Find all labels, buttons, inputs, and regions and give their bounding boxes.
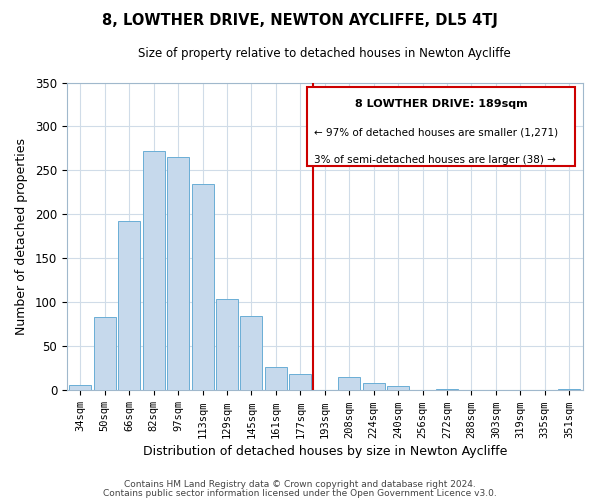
Bar <box>118 220 140 390</box>
Bar <box>362 384 385 390</box>
X-axis label: Distribution of detached houses by size in Newton Aycliffe: Distribution of detached houses by size … <box>143 444 507 458</box>
Text: ← 97% of detached houses are smaller (1,271): ← 97% of detached houses are smaller (1,… <box>314 127 559 137</box>
Y-axis label: Number of detached properties: Number of detached properties <box>15 138 28 335</box>
Bar <box>265 366 287 390</box>
Bar <box>338 377 360 390</box>
Bar <box>70 385 91 390</box>
Text: 3% of semi-detached houses are larger (38) →: 3% of semi-detached houses are larger (3… <box>314 155 556 165</box>
Title: Size of property relative to detached houses in Newton Aycliffe: Size of property relative to detached ho… <box>139 48 511 60</box>
Bar <box>216 299 238 390</box>
Bar <box>241 316 262 390</box>
Text: 8 LOWTHER DRIVE: 189sqm: 8 LOWTHER DRIVE: 189sqm <box>355 100 527 110</box>
FancyBboxPatch shape <box>307 87 575 166</box>
Text: Contains public sector information licensed under the Open Government Licence v3: Contains public sector information licen… <box>103 488 497 498</box>
Text: Contains HM Land Registry data © Crown copyright and database right 2024.: Contains HM Land Registry data © Crown c… <box>124 480 476 489</box>
Bar <box>436 388 458 390</box>
Bar <box>94 318 116 390</box>
Bar <box>143 151 164 390</box>
Text: 8, LOWTHER DRIVE, NEWTON AYCLIFFE, DL5 4TJ: 8, LOWTHER DRIVE, NEWTON AYCLIFFE, DL5 4… <box>102 12 498 28</box>
Bar <box>289 374 311 390</box>
Bar <box>167 158 189 390</box>
Bar <box>387 386 409 390</box>
Bar <box>191 184 214 390</box>
